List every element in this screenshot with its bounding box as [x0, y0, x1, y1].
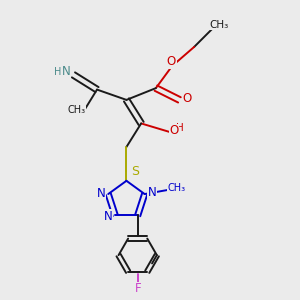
Text: CH₃: CH₃: [67, 105, 86, 115]
Text: CH₃: CH₃: [210, 20, 229, 30]
Text: O: O: [169, 124, 179, 137]
Text: H: H: [54, 67, 62, 77]
Text: H: H: [176, 123, 183, 133]
Text: CH₃: CH₃: [168, 183, 186, 193]
Text: N: N: [148, 186, 156, 199]
Text: F: F: [134, 283, 141, 296]
Text: O: O: [182, 92, 191, 105]
Text: S: S: [131, 166, 139, 178]
Text: N: N: [103, 209, 112, 223]
Text: O: O: [167, 55, 176, 68]
Text: N: N: [62, 65, 70, 78]
Text: N: N: [97, 187, 105, 200]
